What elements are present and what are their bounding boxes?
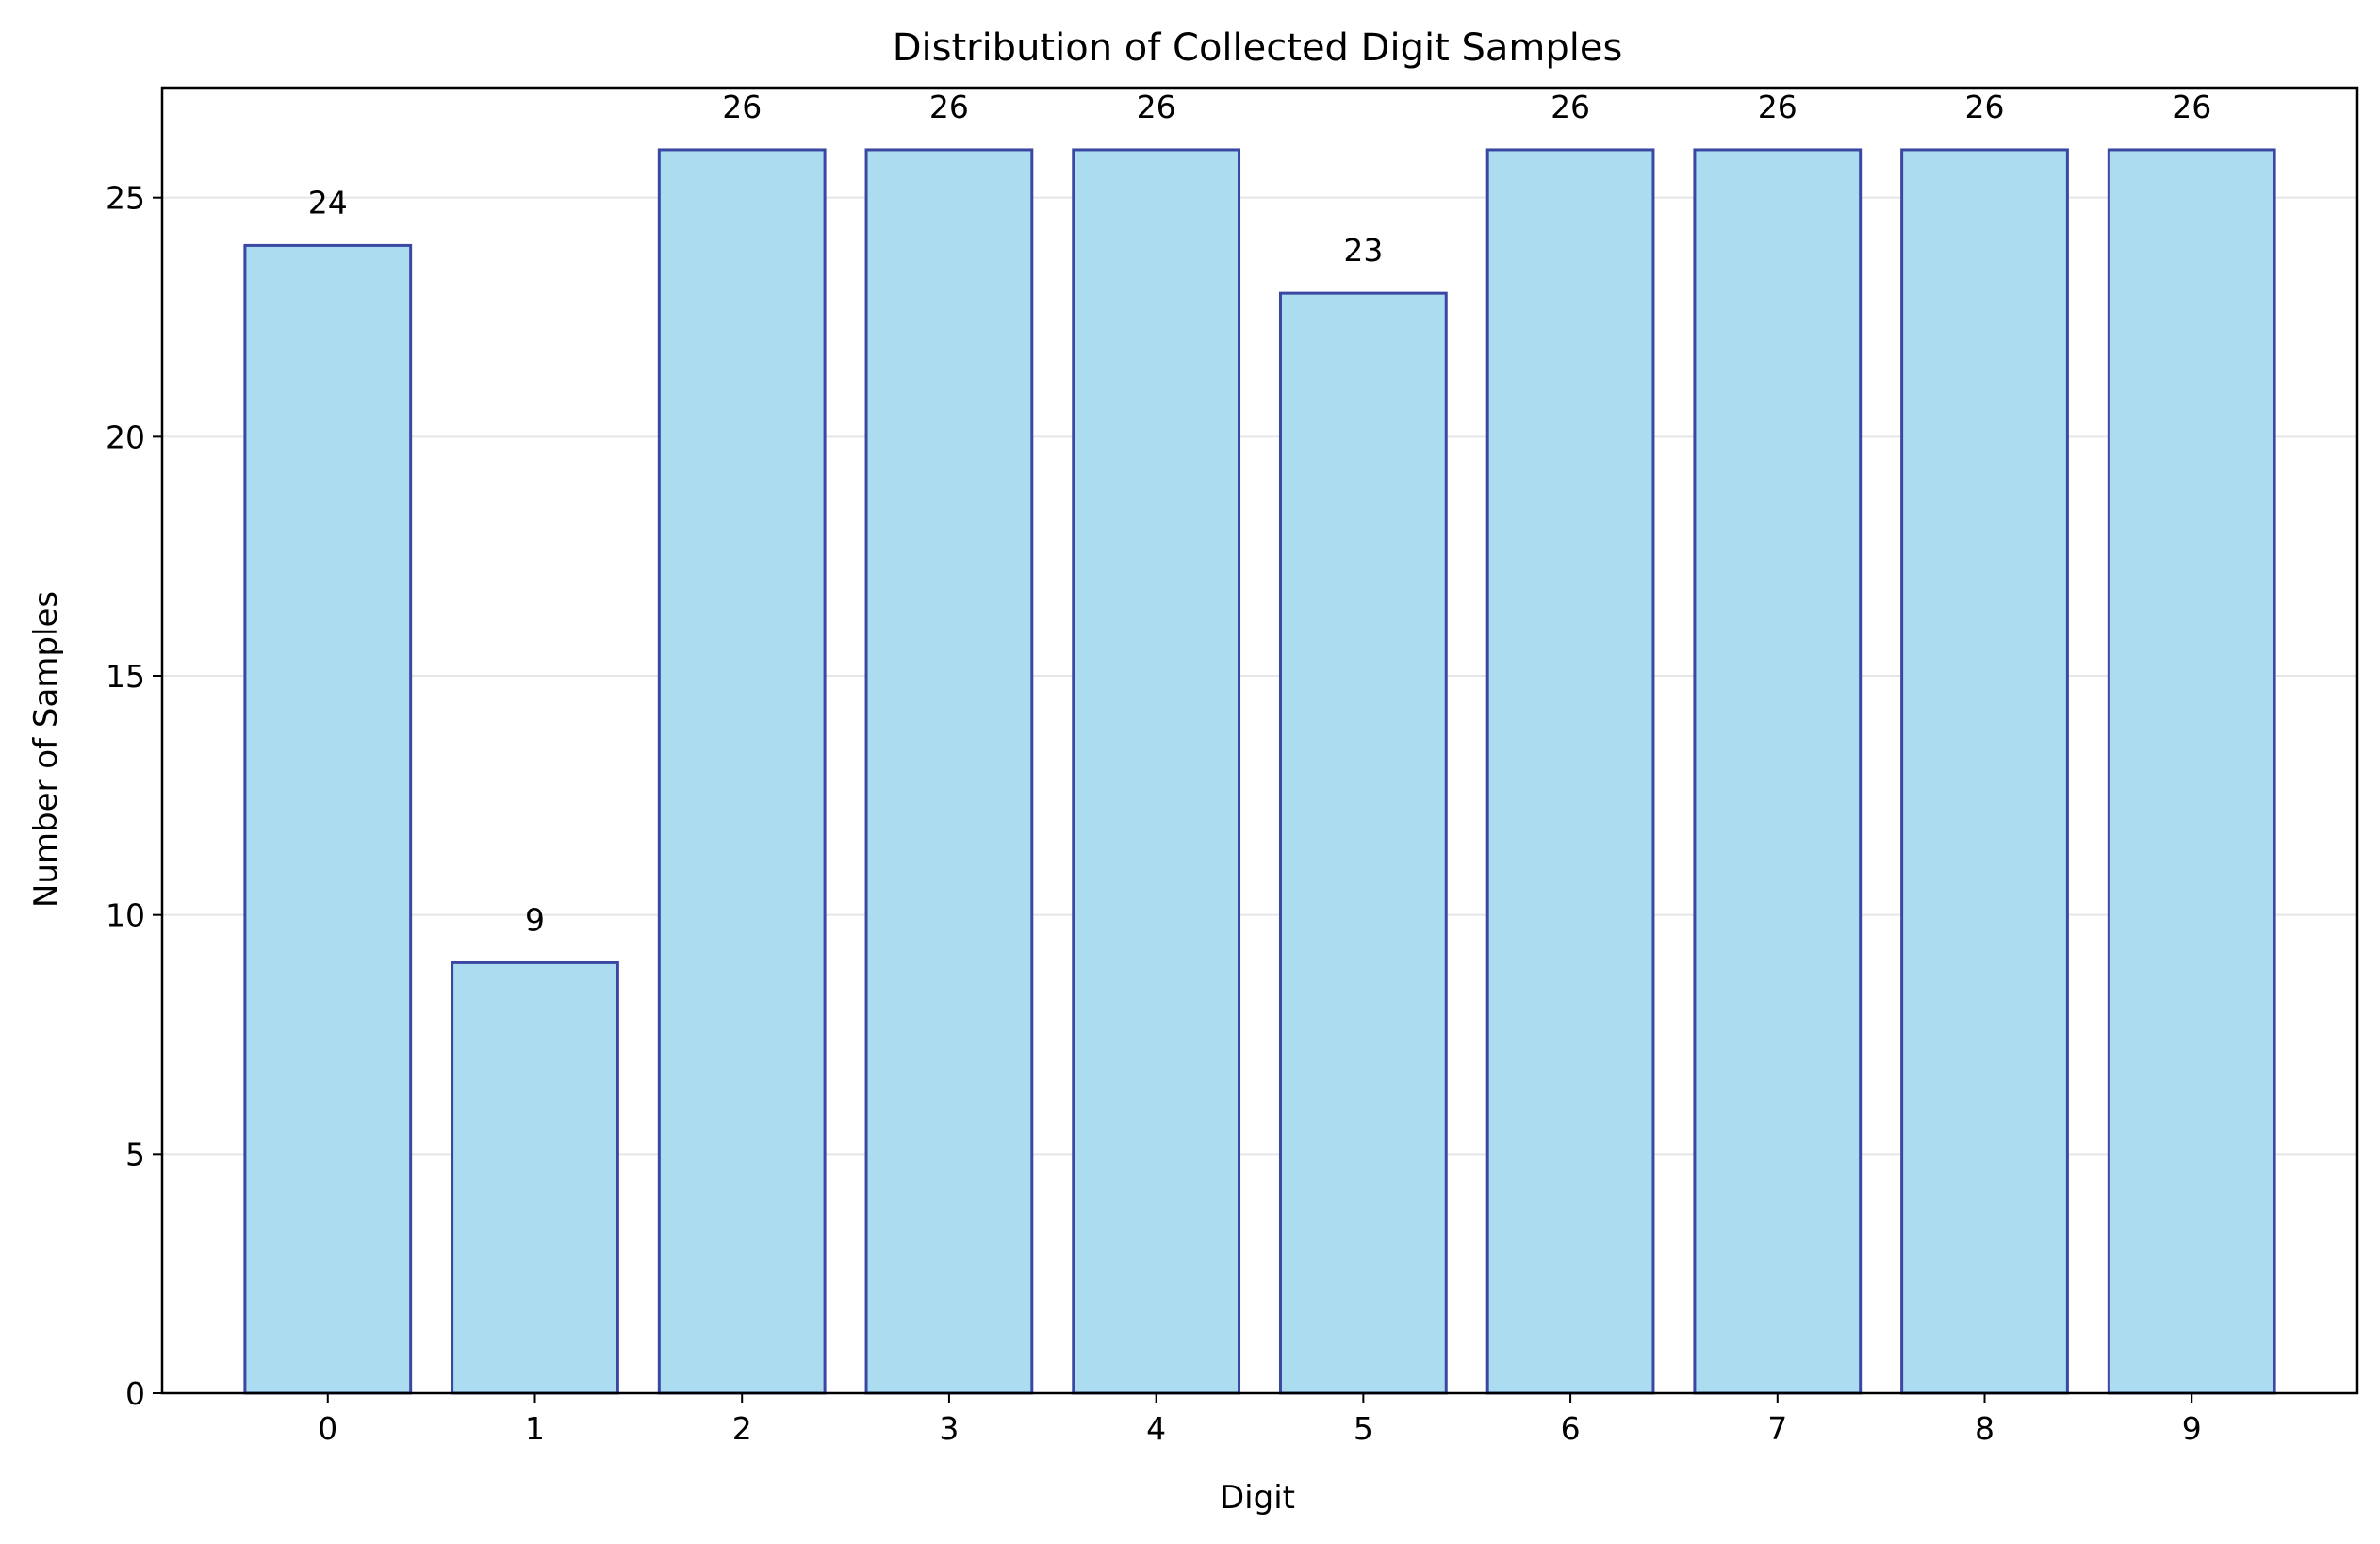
bar-2: [657, 148, 827, 1395]
data-label-5: 23: [1343, 232, 1383, 269]
data-label-8: 26: [1965, 89, 2005, 125]
x-tick-label-6: 6: [1561, 1410, 1581, 1447]
bar-6: [1485, 148, 1655, 1395]
data-label-0: 24: [308, 184, 348, 221]
bars: [243, 148, 2276, 1395]
y-tick-label: 20: [106, 419, 145, 455]
x-tick-label-7: 7: [1767, 1410, 1787, 1447]
bar-7: [1693, 148, 1863, 1395]
bar-5: [1278, 291, 1448, 1395]
chart-title: Distribution of Collected Digit Samples: [893, 26, 1623, 70]
x-tick-label-5: 5: [1354, 1410, 1373, 1447]
data-label-9: 26: [2172, 89, 2211, 125]
data-label-1: 9: [525, 901, 545, 938]
bar-9: [2107, 148, 2276, 1395]
data-label-6: 26: [1551, 89, 1590, 125]
x-tick-label-1: 1: [525, 1410, 545, 1447]
bar-4: [1072, 148, 1241, 1395]
bar-8: [1900, 148, 2069, 1395]
bar-3: [864, 148, 1034, 1395]
y-tick-label: 0: [125, 1375, 145, 1412]
x-tick-label-4: 4: [1146, 1410, 1166, 1447]
y-tick-label: 5: [125, 1136, 145, 1173]
plot-frame: [160, 86, 2359, 1395]
data-labels: 24 9 26 26 26 23 26 26 26 26: [308, 89, 2211, 938]
x-tick-label-3: 3: [939, 1410, 959, 1447]
x-axis-label: Digit: [1220, 1479, 1295, 1517]
y-tick-label: 10: [106, 897, 145, 934]
x-tick-label-2: 2: [732, 1410, 752, 1447]
data-label-3: 26: [929, 89, 969, 125]
bar-0: [243, 243, 413, 1395]
x-tick-label-9: 9: [2182, 1410, 2202, 1447]
y-axis-label: Number of Samples: [27, 591, 65, 908]
x-tick-label-0: 0: [318, 1410, 337, 1447]
y-tick-label: 25: [106, 180, 145, 217]
bar-1: [451, 961, 619, 1395]
x-tick-label-8: 8: [1975, 1410, 1994, 1447]
y-tick-label: 15: [106, 658, 145, 695]
data-label-2: 26: [722, 89, 762, 125]
data-label-7: 26: [1758, 89, 1797, 125]
data-label-4: 26: [1137, 89, 1176, 125]
